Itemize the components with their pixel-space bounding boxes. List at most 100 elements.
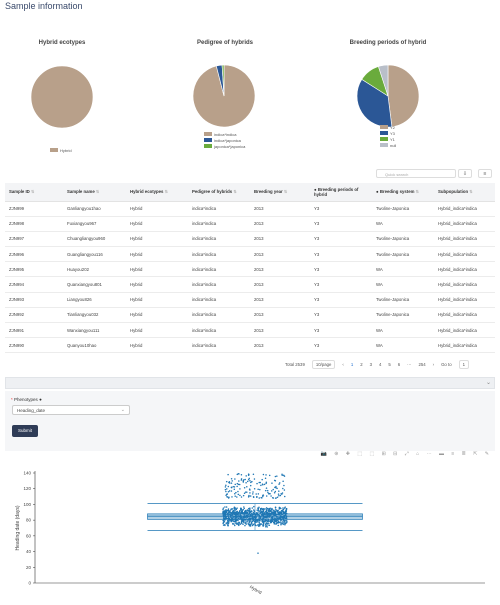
data-point bbox=[261, 521, 264, 523]
table-row[interactable]: ZJN998 Fuxiangyou967 Hybrid indica*indica 20… bbox=[5, 216, 495, 232]
submit-button[interactable]: Submit bbox=[12, 425, 38, 437]
page-4[interactable]: 4 bbox=[379, 361, 382, 367]
pie-slice[interactable] bbox=[221, 64, 225, 97]
page-6[interactable]: 6 bbox=[397, 361, 401, 367]
data-point bbox=[265, 515, 268, 517]
export-button[interactable]: ⇩ bbox=[458, 169, 472, 178]
data-point bbox=[249, 508, 251, 510]
page-3[interactable]: 3 bbox=[369, 361, 372, 367]
goto-input[interactable]: 1 bbox=[458, 359, 469, 369]
collapse-panel-header[interactable]: ⌄ bbox=[5, 377, 495, 389]
pie-slice[interactable] bbox=[30, 65, 94, 129]
data-point bbox=[259, 517, 261, 519]
legend-item[interactable]: japonica*japonica bbox=[204, 143, 245, 149]
table-row[interactable]: ZJN994 Quanxiangyou801 Hybrid indica*indica… bbox=[5, 276, 495, 293]
table-cell: Y3 bbox=[310, 201, 372, 217]
column-header[interactable]: ● Breeding periods of hybrid bbox=[310, 183, 372, 202]
data-point bbox=[259, 520, 261, 522]
table-row[interactable]: ZJN995 Huayou202 Hybrid indica*indica 2013 Y3… bbox=[5, 261, 495, 278]
data-point bbox=[243, 487, 246, 489]
data-point bbox=[273, 517, 276, 519]
legend-item[interactable]: indica*japonica bbox=[204, 137, 245, 143]
data-point bbox=[227, 490, 230, 493]
page-ellipsis[interactable]: ··· bbox=[407, 361, 412, 367]
table-row[interactable]: ZJN996 Guangliangyou116 Hybrid indica*indic… bbox=[5, 246, 495, 263]
data-point bbox=[229, 514, 232, 516]
pie-slice[interactable] bbox=[387, 64, 420, 128]
column-header[interactable]: Sample name ⇅ bbox=[63, 183, 126, 202]
data-point bbox=[231, 519, 234, 521]
data-point bbox=[266, 507, 269, 510]
data-point bbox=[261, 478, 263, 481]
table-row[interactable]: ZJN990 Quanyou10hao Hybrid indica*indica 201… bbox=[5, 337, 495, 354]
data-point bbox=[264, 519, 266, 522]
data-point bbox=[237, 522, 239, 524]
data-point bbox=[249, 523, 251, 526]
data-point bbox=[278, 506, 281, 509]
table-cell: Y3 bbox=[310, 231, 372, 248]
column-header[interactable]: Hybrid ecotypes ⇅ bbox=[126, 183, 188, 202]
data-point bbox=[268, 524, 271, 526]
legend-item[interactable]: Y1 bbox=[380, 136, 396, 142]
table-row[interactable]: ZJN999 Ganliangyou1hao Hybrid indica*indica… bbox=[5, 201, 495, 217]
column-header[interactable]: Subpopulation ⇅ bbox=[434, 183, 495, 202]
legend-item[interactable]: Hybrid bbox=[50, 147, 72, 153]
page-1[interactable]: 1 bbox=[350, 361, 354, 367]
column-header[interactable]: Sample ID ⇅ bbox=[5, 183, 63, 202]
data-point bbox=[224, 524, 226, 527]
data-point bbox=[257, 552, 259, 554]
legend-label: japonica*japonica bbox=[214, 143, 246, 149]
table-cell: Y3 bbox=[310, 246, 372, 263]
table-cell: Hybrid bbox=[126, 261, 188, 278]
table-cell: indica*indica bbox=[188, 261, 250, 278]
table-cell: Hybrid_indica*indica bbox=[434, 322, 495, 339]
data-point bbox=[241, 517, 243, 520]
columns-button[interactable]: ≡ bbox=[478, 169, 492, 178]
plot-toolbar[interactable]: 📷 ⊕ ✚ ⬚ ⬚ ⊞ ⊟ ⤢ ⌂ ⋯ ▬ ≡ ≣ ⇱ ✎ bbox=[320, 451, 492, 457]
data-point bbox=[252, 493, 254, 495]
column-header[interactable]: Pedigree of hybrids ⇅ bbox=[188, 183, 250, 202]
page-last[interactable]: 254 bbox=[418, 361, 426, 367]
column-header[interactable]: Breeding year ⇅ bbox=[250, 183, 310, 202]
data-point bbox=[282, 474, 285, 476]
page-5[interactable]: 5 bbox=[388, 361, 391, 367]
table-cell: 2013 bbox=[250, 307, 310, 324]
phenotype-select[interactable]: Heading_date ⌄ bbox=[12, 405, 130, 415]
data-point bbox=[280, 507, 282, 510]
table-cell: Huayou202 bbox=[63, 261, 126, 278]
legend-item[interactable]: Y2 bbox=[380, 124, 396, 130]
quick-search-input[interactable]: Quick search bbox=[376, 169, 456, 178]
legend-swatch bbox=[204, 144, 212, 148]
table-cell: Hybrid_indica*indica bbox=[434, 246, 495, 263]
data-point bbox=[258, 497, 260, 499]
data-point bbox=[222, 522, 224, 525]
table-row[interactable]: ZJN997 Chuangliangyou960 Hybrid indica*indi… bbox=[5, 231, 495, 248]
legend-item[interactable]: null bbox=[380, 142, 396, 148]
data-point bbox=[251, 507, 254, 509]
data-point bbox=[224, 514, 227, 517]
data-point bbox=[257, 488, 259, 491]
table-row[interactable]: ZJN993 Liangyou826 Hybrid indica*indica 2013… bbox=[5, 292, 495, 308]
data-point bbox=[248, 512, 251, 515]
page-2[interactable]: 2 bbox=[360, 361, 363, 367]
page-size-select[interactable]: 10/page bbox=[311, 359, 336, 369]
goto-label: Go to bbox=[441, 361, 452, 367]
next-page-button[interactable]: › bbox=[432, 361, 435, 367]
table-row[interactable]: ZJN992 Tianliangyou032 Hybrid indica*indica… bbox=[5, 307, 495, 324]
column-header[interactable]: ● Breeding system ⇅ bbox=[372, 183, 434, 202]
data-point bbox=[264, 489, 267, 492]
table-cell: Y3 bbox=[310, 292, 372, 308]
data-point bbox=[235, 517, 237, 520]
data-point bbox=[233, 513, 236, 516]
legend-item[interactable]: Y3 bbox=[380, 130, 396, 136]
legend-item[interactable]: indica*indica bbox=[204, 131, 245, 137]
pie-slice[interactable] bbox=[378, 64, 389, 97]
table-row[interactable]: ZJN991 Wanxiangyou111 Hybrid indica*indica 2… bbox=[5, 322, 495, 339]
data-point bbox=[285, 519, 288, 522]
data-point bbox=[229, 516, 232, 518]
data-point bbox=[275, 513, 278, 516]
data-point bbox=[278, 490, 280, 492]
prev-page-button[interactable]: ‹ bbox=[342, 361, 344, 367]
data-point bbox=[265, 487, 268, 489]
data-point bbox=[253, 516, 255, 518]
